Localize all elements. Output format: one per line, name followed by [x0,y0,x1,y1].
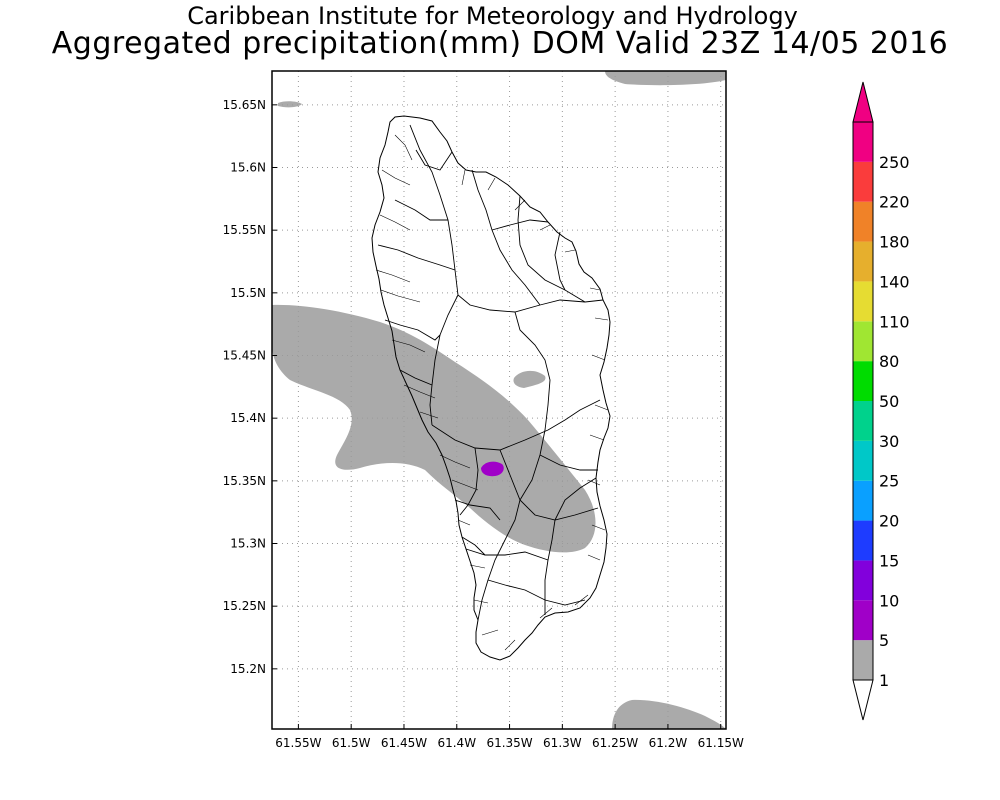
lat-tick-label: 15.2N [230,662,266,676]
lon-tick-label: 61.15W [698,736,744,750]
lon-tick-label: 61.5W [332,736,371,750]
longitude-labels: 61.55W 61.5W 61.45W 61.4W 61.35W 61.3W 61.25W 6… [275,724,744,750]
colorbar-level-label: 220 [879,193,910,212]
precip-patch-northwest [278,101,302,108]
lat-tick-label: 15.6N [230,161,266,175]
colorbar-swatch [853,361,873,401]
colorbar-swatch [853,241,873,282]
lat-tick-label: 15.25N [223,599,266,613]
dominica-coastline [371,115,611,661]
colorbar-frame [852,121,874,681]
precip-patch-southeast [612,699,726,729]
lat-tick-label: 15.35N [223,474,266,488]
stream-network [375,134,609,651]
colorbar-level-label: 140 [879,272,910,291]
lon-tick-label: 61.3W [543,736,582,750]
lat-tick-label: 15.4N [230,411,266,425]
precip-band [272,304,596,553]
map-grid [272,71,726,729]
colorbar-lower-arrow [852,679,874,721]
lat-tick-label: 15.45N [223,349,266,363]
colorbar-swatch [853,122,873,162]
lon-tick-label: 61.45W [381,736,427,750]
precip-patch-northeast [605,71,726,86]
colorbar-swatch [853,600,873,641]
lon-tick-label: 61.35W [486,736,532,750]
colorbar-level-label: 25 [879,472,899,491]
latitude-labels: 15.65N 15.6N 15.55N 15.5N 15.45N 15.4N 15.35N 1… [223,98,277,676]
plot-area [272,71,726,729]
lat-tick-label: 15.3N [230,537,266,551]
colorbar-swatch [853,520,873,561]
lon-tick-label: 61.4W [437,736,476,750]
colorbar-swatch [853,640,873,680]
island-outline [371,115,611,661]
colorbar-level-label: 50 [879,392,899,411]
colorbar-swatch [853,161,873,202]
lon-tick-label: 61.2W [649,736,688,750]
colorbar-level-label: 15 [879,551,899,570]
lat-tick-label: 15.65N [223,98,266,112]
colorbar-level-label: 80 [879,352,899,371]
watershed-boundaries [377,124,604,621]
precip-patch-east [513,370,546,388]
colorbar-swatch [853,321,873,362]
colorbar-level-label: 5 [879,631,889,650]
lon-tick-label: 61.55W [275,736,321,750]
lat-tick-label: 15.5N [230,286,266,300]
colorbar-swatch [853,480,873,521]
colorbar-swatch [853,440,873,481]
colorbar-upper-arrow [852,81,874,123]
colorbar-level-label: 110 [879,312,910,331]
precip-5-10mm-shading [481,461,504,477]
lat-tick-label: 15.55N [223,223,266,237]
institute-title: Caribbean Institute for Meteorology and … [187,2,798,30]
map-title: Aggregated precipitation(mm) DOM Valid 2… [51,26,949,61]
lon-tick-label: 61.25W [592,736,638,750]
colorbar-swatch [853,281,873,322]
colorbar-level-label: 30 [879,432,899,451]
colorbar-level-label: 180 [879,233,910,252]
colorbar-level-label: 20 [879,512,899,531]
colorbar-level-label: 1 [879,671,889,690]
colorbar-level-label: 10 [879,591,899,610]
precip-1-5mm-shading [272,71,726,729]
colorbar-level-label: 250 [879,153,910,172]
colorbar-swatch [853,401,873,441]
plot-frame [271,70,727,730]
colorbar-swatch [853,560,873,601]
colorbar-swatch [853,201,873,242]
